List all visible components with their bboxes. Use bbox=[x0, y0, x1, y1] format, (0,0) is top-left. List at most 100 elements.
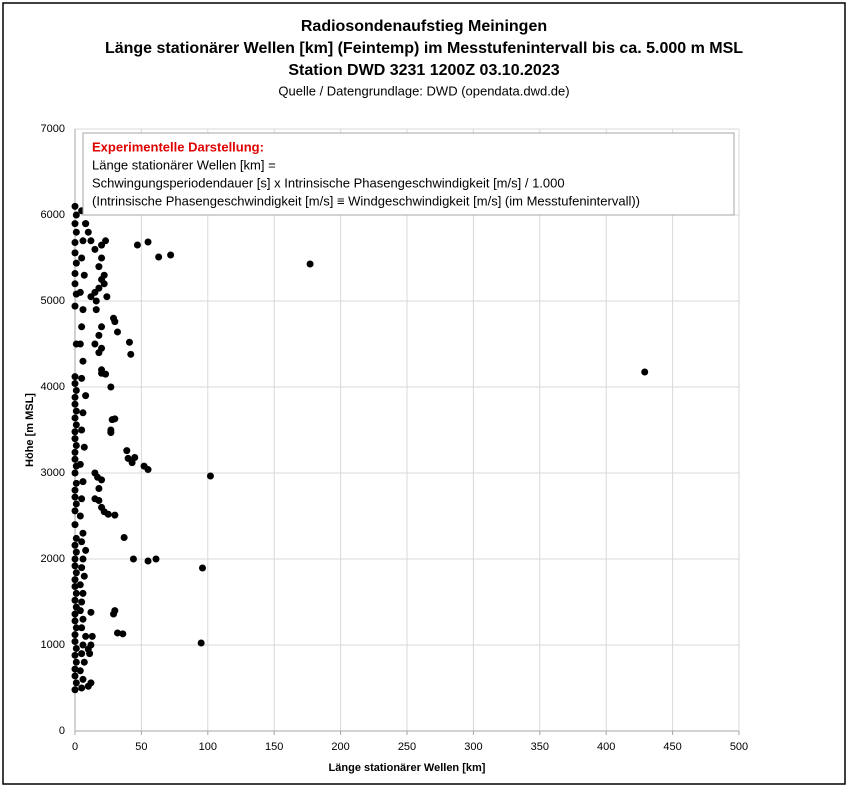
data-point bbox=[71, 493, 79, 501]
annotation-box bbox=[82, 132, 735, 216]
data-point bbox=[79, 675, 87, 683]
annotation-line: Länge stationärer Wellen [km] = bbox=[92, 157, 276, 172]
plot-area: 0 1000 2000 3000 4000 5000 6000 7000 0 50 100 150 20… bbox=[41, 123, 749, 753]
data-point bbox=[79, 555, 87, 563]
data-point bbox=[76, 460, 84, 468]
data-point bbox=[79, 237, 87, 245]
data-point bbox=[71, 380, 79, 388]
y-tick-label: 6000 bbox=[41, 209, 65, 221]
chart-title: Länge stationärer Wellen [km] (Feintemp)… bbox=[105, 40, 743, 57]
data-point bbox=[78, 598, 86, 606]
annotation-heading: Experimentelle Darstellung: bbox=[92, 139, 264, 154]
data-point bbox=[72, 479, 80, 487]
data-point bbox=[71, 202, 79, 210]
data-point bbox=[71, 393, 79, 401]
y-tick-label: 1000 bbox=[41, 639, 65, 651]
data-point bbox=[78, 564, 86, 572]
data-point bbox=[71, 610, 79, 618]
data-point bbox=[104, 510, 112, 518]
data-point bbox=[87, 679, 95, 687]
y-tick-label: 0 bbox=[59, 725, 65, 737]
data-point bbox=[79, 589, 87, 597]
x-tick-label: 200 bbox=[331, 741, 349, 753]
data-point bbox=[72, 644, 80, 652]
data-point bbox=[79, 615, 87, 623]
data-point bbox=[80, 271, 88, 279]
data-point bbox=[71, 269, 79, 277]
data-point bbox=[71, 576, 79, 584]
data-point bbox=[71, 583, 79, 591]
y-tick-label: 4000 bbox=[41, 381, 65, 393]
x-tick-label: 500 bbox=[730, 741, 748, 753]
data-point bbox=[71, 638, 79, 646]
data-point bbox=[71, 665, 79, 673]
data-point bbox=[98, 476, 106, 484]
data-point bbox=[98, 323, 106, 331]
data-point bbox=[72, 534, 80, 542]
data-point bbox=[71, 469, 79, 477]
data-point bbox=[71, 596, 79, 604]
data-point bbox=[124, 454, 132, 462]
data-point bbox=[144, 557, 152, 565]
data-point bbox=[98, 369, 106, 377]
data-point bbox=[144, 238, 152, 246]
x-tick-label: 350 bbox=[531, 741, 549, 753]
data-point bbox=[71, 486, 79, 494]
data-point bbox=[79, 357, 87, 365]
annotation-line: Schwingungsperiodendauer [s] x Intrinsis… bbox=[92, 175, 565, 190]
data-point bbox=[71, 651, 79, 659]
data-point bbox=[76, 512, 84, 520]
data-point bbox=[103, 293, 111, 301]
data-point bbox=[76, 607, 84, 615]
data-point bbox=[71, 220, 79, 228]
y-tick-label: 2000 bbox=[41, 553, 65, 565]
data-point bbox=[152, 555, 160, 563]
data-point bbox=[72, 679, 80, 687]
data-point bbox=[113, 629, 121, 637]
data-point bbox=[78, 323, 86, 331]
x-tick-label: 250 bbox=[398, 741, 416, 753]
data-point bbox=[113, 328, 121, 336]
x-tick-label: 300 bbox=[464, 741, 482, 753]
data-point bbox=[71, 562, 79, 570]
data-point bbox=[72, 386, 80, 394]
data-point bbox=[72, 259, 80, 267]
y-tick-label: 7000 bbox=[41, 123, 65, 135]
data-point bbox=[80, 572, 88, 580]
data-point bbox=[88, 632, 96, 640]
data-point bbox=[79, 409, 87, 417]
data-point bbox=[167, 251, 175, 259]
data-point bbox=[127, 350, 135, 358]
data-point bbox=[78, 426, 86, 434]
data-point bbox=[71, 448, 79, 456]
data-point bbox=[76, 581, 84, 589]
data-point bbox=[102, 237, 110, 245]
data-point bbox=[76, 340, 84, 348]
data-point bbox=[71, 428, 79, 436]
data-point bbox=[72, 548, 80, 556]
data-point bbox=[71, 686, 79, 694]
y-axis-label: Höhe [m MSL] bbox=[24, 393, 36, 467]
data-point bbox=[72, 421, 80, 429]
chart-title: Station DWD 3231 1200Z 03.10.2023 bbox=[288, 62, 559, 79]
data-point bbox=[95, 497, 103, 505]
data-point bbox=[71, 435, 79, 443]
data-point bbox=[131, 454, 139, 462]
data-point bbox=[133, 241, 141, 249]
data-point bbox=[78, 684, 86, 692]
data-point bbox=[71, 280, 79, 288]
data-point bbox=[72, 228, 80, 236]
data-point bbox=[100, 271, 108, 279]
data-point bbox=[82, 220, 90, 228]
data-point bbox=[72, 211, 80, 219]
data-point bbox=[71, 555, 79, 563]
data-point bbox=[95, 331, 103, 339]
data-point bbox=[95, 263, 103, 271]
data-point bbox=[78, 624, 86, 632]
data-point bbox=[79, 478, 87, 486]
data-point bbox=[82, 392, 90, 400]
data-point bbox=[198, 564, 206, 572]
data-point bbox=[197, 639, 205, 647]
data-point bbox=[125, 338, 133, 346]
